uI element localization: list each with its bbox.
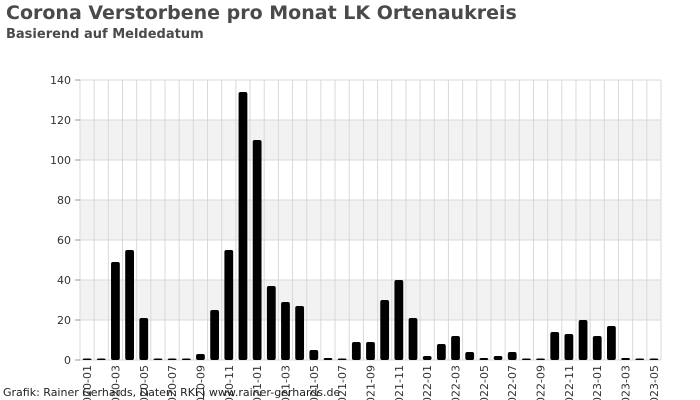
bar (139, 318, 149, 360)
x-tick-label: 2022-03 (450, 365, 463, 400)
x-tick-label: 2022-01 (421, 365, 434, 400)
bar (635, 358, 645, 360)
x-tick-label: 2020-11 (223, 365, 236, 400)
x-tick-label: 2020-09 (194, 365, 207, 400)
x-tick-label: 2021-07 (336, 365, 349, 400)
x-tick-label: 2020-05 (138, 365, 151, 400)
x-tick-label: 2023-01 (591, 365, 604, 400)
y-tick-label: 60 (57, 234, 71, 247)
grid-band (80, 120, 661, 160)
bar (167, 358, 177, 360)
bar (592, 336, 602, 360)
bar (323, 358, 333, 360)
chart-subtitle: Basierend auf Meldedatum (6, 27, 204, 42)
bar (309, 350, 319, 360)
bar (337, 358, 347, 360)
x-tick-label: 2022-09 (535, 365, 548, 400)
bar (196, 354, 205, 360)
bar (82, 358, 92, 360)
x-tick-label: 2021-05 (308, 365, 321, 400)
bar (111, 262, 120, 360)
y-tick-label: 20 (57, 314, 71, 327)
bar (408, 318, 418, 360)
y-tick-label: 100 (50, 154, 71, 167)
y-tick-label: 140 (50, 74, 71, 87)
bar (564, 334, 574, 360)
bar (252, 140, 262, 360)
y-tick-label: 0 (64, 354, 71, 367)
bar (366, 342, 375, 360)
bar (380, 300, 390, 360)
bar (451, 336, 460, 360)
bar (578, 320, 588, 360)
background-bands (80, 120, 661, 320)
x-tick-label: 2020-07 (166, 365, 179, 400)
bar (649, 358, 659, 360)
bar (125, 250, 134, 360)
x-tick-label: 2023-03 (620, 365, 633, 400)
bar (238, 92, 248, 360)
bar (153, 358, 163, 360)
x-tick-label: 2021-11 (393, 365, 406, 400)
bar (621, 358, 630, 360)
y-tick-label: 120 (50, 114, 71, 127)
grid-band (80, 280, 661, 320)
bar (536, 358, 545, 360)
y-tick-label: 40 (57, 274, 71, 287)
y-axis-ticks: 0 20 40 60 80 100 120 140 (50, 74, 80, 367)
bar (436, 344, 446, 360)
bar (521, 358, 531, 360)
bar (295, 306, 305, 360)
x-tick-label: 2021-09 (365, 365, 378, 400)
bars (82, 92, 659, 360)
x-tick-label: 2023-05 (648, 365, 661, 400)
bar (351, 342, 361, 360)
bar (394, 280, 404, 360)
x-tick-label: 2021-01 (251, 365, 264, 400)
x-tick-label: 2021-03 (279, 365, 292, 400)
x-tick-label: 2022-05 (478, 365, 491, 400)
bar (493, 356, 503, 360)
x-tick-label: 2020-03 (109, 365, 122, 400)
credit-text: Grafik: Rainer Gerhards, Daten: RKI | ww… (3, 386, 341, 399)
x-tick-label: 2022-07 (506, 365, 519, 400)
gridlines (79, 79, 662, 361)
bar (266, 286, 276, 360)
chart-title: Corona Verstorbene pro Monat LK Ortenauk… (6, 2, 517, 24)
bar (210, 310, 220, 360)
bar (281, 302, 290, 360)
bar (224, 250, 234, 360)
x-axis-ticks: 2020-01 2020-03 2020-05 2020-07 2020-09 2020-… (81, 365, 661, 400)
bar (465, 352, 475, 360)
grid-band (80, 200, 661, 240)
bar (607, 326, 616, 360)
x-tick-label: 2020-01 (81, 365, 94, 400)
bar (507, 352, 517, 360)
bar (181, 358, 191, 360)
x-tick-label: 2022-11 (563, 365, 576, 400)
bar (422, 356, 432, 360)
bar (479, 358, 489, 360)
bar (96, 358, 106, 360)
bar (550, 332, 560, 360)
y-tick-label: 80 (57, 194, 71, 207)
